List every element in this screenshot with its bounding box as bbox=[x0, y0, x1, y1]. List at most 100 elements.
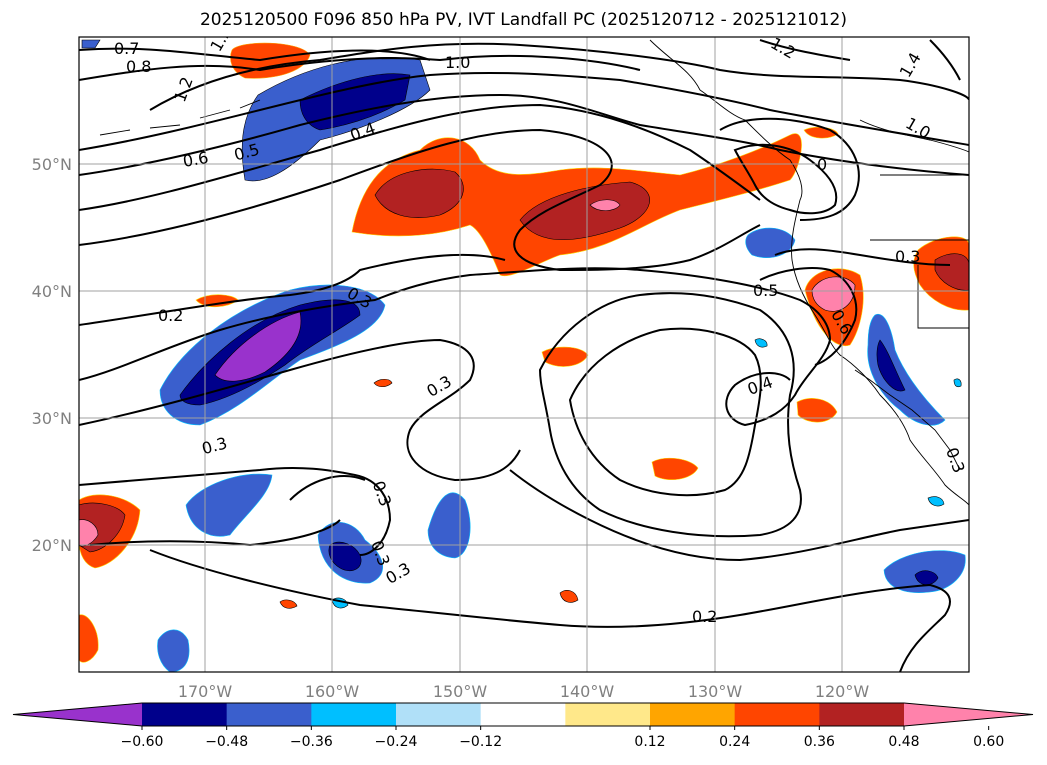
contour-label: 0.7 bbox=[114, 39, 139, 58]
pv-shading bbox=[328, 541, 362, 572]
colorbar: −0.60 −0.48 −0.36 −0.24 −0.12 0.12 0.24 0.36 0.4… bbox=[12, 702, 1034, 750]
pv-shading bbox=[796, 398, 838, 423]
lon-tick-label: 120°W bbox=[815, 682, 870, 701]
lon-tick-label: 150°W bbox=[433, 682, 488, 701]
pv-shading bbox=[589, 199, 621, 211]
contour-line bbox=[149, 42, 969, 111]
pv-shading bbox=[299, 73, 411, 131]
contour-line bbox=[79, 71, 969, 151]
lat-axis: 50°N 40°N 30°N 20°N bbox=[32, 155, 72, 555]
contour-label: 0.2 bbox=[692, 607, 717, 626]
colorbar-segment bbox=[142, 703, 228, 726]
contour-line bbox=[759, 267, 858, 366]
colorbar-extension-high bbox=[904, 703, 1033, 726]
colorbar-segment bbox=[396, 703, 482, 726]
lon-tick-label: 170°W bbox=[178, 682, 233, 701]
colorbar-tick-label: 0.36 bbox=[804, 734, 835, 750]
contour-label: 0.2 bbox=[158, 306, 183, 325]
pv-shading bbox=[754, 338, 768, 348]
coastline bbox=[99, 99, 261, 136]
pv-shading bbox=[157, 629, 190, 672]
contour-line bbox=[79, 338, 521, 482]
contour-label: 0.6 bbox=[181, 148, 209, 171]
contour-line bbox=[79, 103, 761, 211]
contour-line bbox=[79, 128, 761, 272]
coastline bbox=[649, 39, 969, 506]
coastlines bbox=[99, 39, 969, 506]
contour-label: 0.8 bbox=[126, 57, 151, 76]
contour-label: 1.0 bbox=[445, 53, 470, 72]
pv-shading bbox=[559, 590, 579, 603]
contour-label: 0.3 bbox=[895, 247, 920, 266]
contour-label: 0.5 bbox=[753, 281, 778, 300]
colorbar-tick-label: 0.60 bbox=[973, 734, 1004, 750]
pv-shading bbox=[519, 181, 650, 240]
contour-line bbox=[759, 39, 851, 61]
contour-line bbox=[89, 475, 366, 547]
lon-tick-label: 140°W bbox=[560, 682, 615, 701]
pv-shading bbox=[876, 339, 906, 392]
colorbar-tick-label: −0.24 bbox=[375, 734, 418, 750]
contour-line bbox=[568, 327, 762, 497]
lon-tick-label: 130°W bbox=[688, 682, 743, 701]
pv-shading bbox=[541, 346, 589, 367]
contour-line bbox=[79, 253, 506, 326]
gridlines bbox=[79, 37, 969, 672]
colorbar-tick-label: 0.12 bbox=[634, 734, 665, 750]
colorbar-segment bbox=[819, 703, 905, 726]
colorbar-segment bbox=[650, 703, 736, 726]
contour-line bbox=[509, 469, 969, 562]
coastline bbox=[854, 369, 961, 471]
coastline bbox=[870, 174, 969, 329]
lon-tick-label: 160°W bbox=[305, 682, 360, 701]
pv-shading bbox=[927, 496, 945, 507]
colorbar-tick-label: −0.48 bbox=[205, 734, 248, 750]
colorbar-segment bbox=[480, 703, 566, 726]
coastline bbox=[859, 119, 969, 153]
pv-shading bbox=[867, 313, 946, 426]
lat-tick-label: 30°N bbox=[32, 409, 72, 428]
pv-shading bbox=[279, 599, 298, 609]
pv-shading bbox=[79, 519, 99, 547]
contour-line bbox=[929, 39, 961, 81]
lat-tick-label: 40°N bbox=[32, 282, 72, 301]
pv-shading bbox=[651, 457, 699, 481]
pv-shading bbox=[373, 378, 393, 388]
map-frame bbox=[78, 36, 970, 673]
contour-line bbox=[149, 549, 951, 672]
pv-shading bbox=[214, 311, 302, 382]
pv-shading bbox=[914, 570, 939, 586]
colorbar-segment bbox=[565, 703, 651, 726]
pv-shading bbox=[79, 614, 99, 663]
pv-shading bbox=[374, 168, 464, 218]
contour-line bbox=[538, 292, 802, 538]
pv-shading bbox=[81, 39, 101, 49]
contour-line bbox=[79, 47, 431, 62]
lat-tick-label: 50°N bbox=[32, 155, 72, 174]
contour-line bbox=[79, 466, 392, 556]
colorbar-segment bbox=[311, 703, 397, 726]
contour-line bbox=[733, 143, 838, 215]
colorbar-tick-label: −0.36 bbox=[290, 734, 333, 750]
colorbar-segment bbox=[734, 703, 820, 726]
colorbar-tick-label: 0.24 bbox=[719, 734, 750, 750]
colorbar-tick-label: −0.12 bbox=[459, 734, 502, 750]
colorbar-tick-label: −0.60 bbox=[121, 734, 164, 750]
contour-line bbox=[79, 267, 832, 427]
colorbar-tick-label: 0.48 bbox=[888, 734, 919, 750]
contour-label: 0 bbox=[817, 155, 827, 174]
contours bbox=[79, 39, 969, 672]
pv-shading bbox=[934, 253, 969, 291]
contour-line bbox=[719, 117, 860, 221]
lat-tick-label: 20°N bbox=[32, 536, 72, 555]
lon-axis: 170°W 160°W 150°W 140°W 130°W 120°W bbox=[178, 682, 870, 701]
pv-shading bbox=[185, 473, 273, 537]
pv-shading bbox=[953, 378, 962, 388]
pv-shading bbox=[745, 227, 796, 259]
colorbar-segment bbox=[226, 703, 312, 726]
contour-line bbox=[774, 248, 951, 266]
pv-shading bbox=[811, 276, 856, 312]
contour-line bbox=[79, 54, 641, 81]
colorbar-extension-low bbox=[13, 703, 142, 726]
